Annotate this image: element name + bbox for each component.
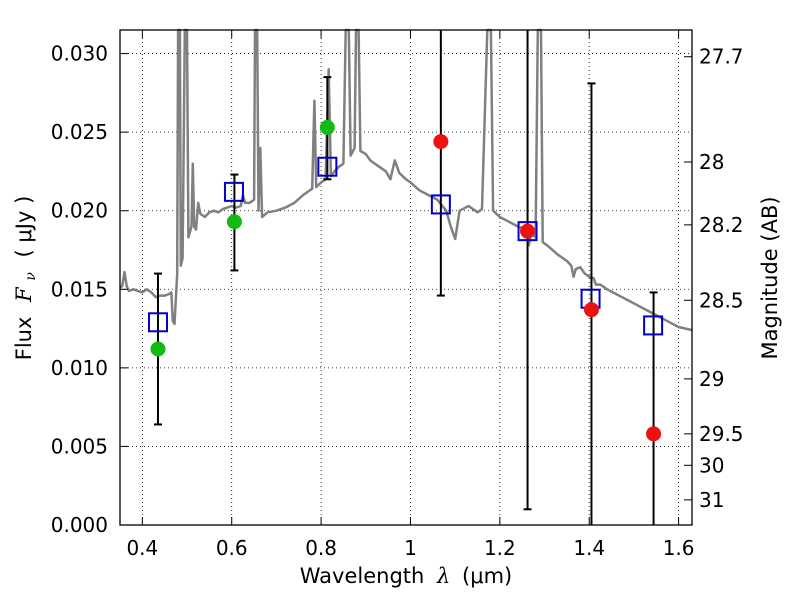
right-tick-label: 31 [699,488,724,512]
x-tick-label: 0.6 [216,536,248,560]
x-tick-label: 0.8 [305,536,337,560]
right-tick-label: 29.5 [699,422,744,446]
y-tick-label: 0.005 [51,434,108,458]
y-axis-title-subscript: ν [23,272,39,281]
model-square-point [430,194,451,215]
x-tick-label: 1.2 [484,536,516,560]
measurement-point [583,302,599,318]
measurement-point [226,214,242,230]
y-axis-title: Flux F ν ( μJy ) [12,196,40,361]
y-tick-label: 0.025 [51,120,108,144]
measurement-series [150,119,662,442]
measurement-point [319,119,335,135]
model-square-point [517,221,538,242]
right-tick-label: 27.7 [699,45,744,69]
right-axis-ticks: 27.7 28 28.2 28.5 29 29.5 30 31 [684,45,744,512]
right-tick-label: 28.2 [699,213,744,237]
right-tick-label: 28.5 [699,288,744,312]
right-tick-label: 28 [699,150,724,174]
x-tick-label: 0.4 [126,536,158,560]
model-square-point [643,315,664,336]
measurement-point [520,223,536,239]
x-tick-label: 1 [404,536,417,560]
y-axis-title-unit: ( μJy ) [12,196,36,258]
y-tick-label: 0.030 [51,42,108,66]
right-tick-label: 30 [699,453,724,477]
sed-line-series [119,28,693,332]
model-square-point [223,181,244,202]
y-tick-label: 0.010 [51,356,108,380]
y-tick-label: 0.020 [51,199,108,223]
x-axis-title-unit: (μm) [462,564,512,588]
right-tick-label: 29 [699,367,724,391]
model-square-point [317,156,338,177]
y-tick-label: 0.000 [51,513,108,537]
y-tick-label: 0.015 [51,277,108,301]
measurement-point [646,426,662,442]
errorbar-series [153,30,658,525]
measurement-point [433,134,449,150]
x-tick-label: 1.6 [663,536,695,560]
x-axis-title-symbol: λ [436,564,450,588]
measurement-point [150,341,166,357]
y-axis-title-symbol: F [12,286,36,303]
x-axis-title-prefix: Wavelength [300,564,425,588]
x-axis-title: Wavelength λ (μm) [300,564,512,588]
x-tick-label: 1.4 [573,536,605,560]
y-axis-ticks: 0.000 0.005 0.010 0.015 0.020 0.025 0.030 [51,42,128,537]
right-axis-title: Magnitude (AB) [758,196,782,359]
plot-frame [119,29,693,526]
sed-line [119,28,693,332]
model-square-point [147,312,168,333]
y-axis-title-prefix: Flux [12,317,36,361]
x-axis-ticks: 0.4 0.6 0.8 1 1.2 1.4 1.6 [126,30,695,560]
